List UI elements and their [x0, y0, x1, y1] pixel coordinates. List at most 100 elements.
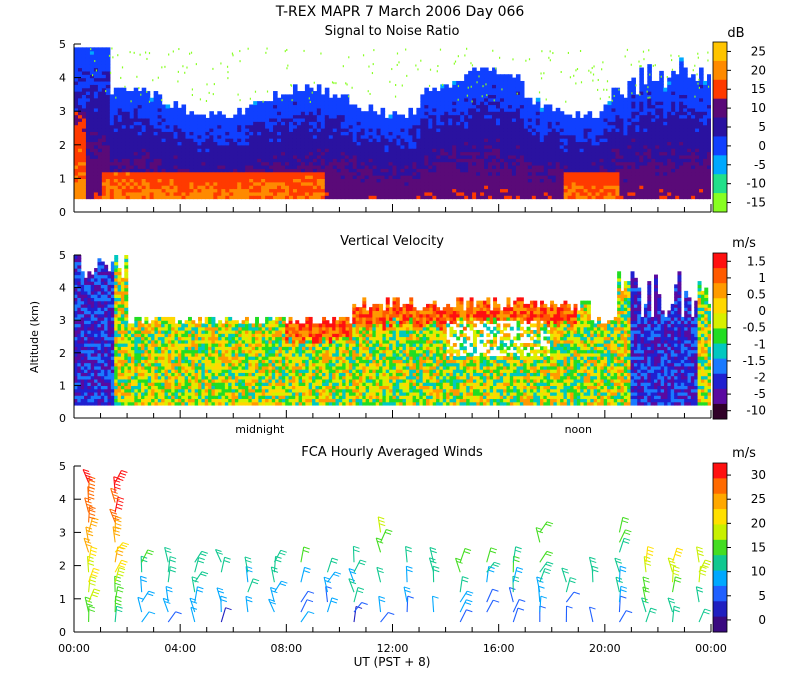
snr-cell	[348, 181, 354, 186]
snr-cell	[440, 144, 445, 149]
snr-cell	[428, 114, 433, 119]
snr-cell	[340, 117, 346, 122]
snr-cell	[340, 114, 346, 119]
snr-cell	[444, 138, 449, 143]
snr-cell	[165, 138, 171, 143]
snr-cell	[444, 178, 449, 183]
snr-cell	[635, 178, 640, 183]
snr-cell	[488, 97, 493, 102]
snr-cell	[472, 195, 477, 200]
snr-cell	[679, 70, 684, 75]
snr-cell	[129, 97, 135, 102]
snr-cell	[157, 161, 163, 166]
snr-cell	[488, 121, 493, 126]
snr-cell	[245, 131, 250, 136]
snr-cell	[348, 104, 354, 109]
snr-cell	[595, 171, 601, 176]
snr-cell	[551, 181, 557, 186]
snr-cell	[109, 97, 115, 102]
snr-cell	[519, 175, 525, 179]
snr-cell	[488, 80, 493, 85]
snr-cell	[229, 138, 234, 143]
snr-cell	[555, 131, 561, 136]
snr-cell	[340, 168, 346, 173]
snr-cell	[635, 138, 640, 143]
snr-cell	[603, 154, 609, 159]
snr-cell	[153, 151, 159, 156]
snr-cell	[611, 191, 617, 196]
snr-cell	[515, 148, 521, 153]
snr-cell	[691, 91, 696, 95]
snr-cell	[464, 154, 469, 159]
snr-cell	[480, 141, 485, 146]
snr-cell	[93, 161, 99, 166]
snr-cell	[137, 101, 143, 106]
snr-cell	[257, 124, 262, 129]
snr-cell	[496, 121, 501, 126]
snr-cell	[261, 168, 266, 173]
snr-cell	[241, 117, 246, 122]
snr-cell	[249, 107, 254, 112]
snr-cell	[464, 175, 469, 179]
snr-cell	[205, 131, 210, 136]
snr-cell	[245, 178, 250, 183]
snr-cell	[153, 144, 159, 149]
snr-cell	[611, 138, 617, 143]
snr-cell	[157, 148, 163, 153]
snr-cell	[619, 171, 625, 176]
snr-cell	[205, 134, 210, 139]
snr-cell	[304, 185, 310, 190]
snr-cell	[476, 195, 481, 200]
snr-cell	[691, 74, 696, 79]
snr-cell	[655, 138, 660, 143]
snr-cell	[177, 151, 183, 156]
snr-cell	[488, 74, 493, 79]
snr-cell	[563, 175, 569, 179]
snr-cell	[535, 185, 541, 190]
snr-cell	[643, 148, 648, 153]
snr-cell	[157, 185, 163, 190]
snr-cell	[213, 148, 218, 153]
snr-cell	[452, 195, 457, 200]
snr-cell	[627, 195, 632, 200]
snr-cell	[535, 168, 541, 173]
snr-cell	[285, 94, 290, 99]
snr-cell	[663, 117, 668, 122]
snr-cell	[559, 188, 565, 193]
snr-cell	[496, 141, 501, 146]
snr-cell	[559, 134, 565, 139]
snr-cell	[567, 124, 573, 129]
snr-cell	[101, 171, 107, 176]
snr-cell	[308, 101, 314, 106]
snr-cell	[392, 111, 398, 116]
snr-cell	[567, 181, 573, 186]
snr-cell	[316, 84, 322, 89]
snr-cell	[137, 195, 143, 200]
snr-cell	[177, 131, 183, 136]
snr-cell	[213, 128, 218, 132]
snr-cell	[448, 87, 453, 92]
snr-cell	[639, 131, 644, 136]
snr-cell	[273, 144, 278, 149]
snr-cell	[93, 195, 99, 200]
snr-cell	[360, 161, 366, 166]
snr-cell	[221, 171, 226, 176]
snr-cell	[416, 195, 421, 200]
snr-cell	[81, 70, 87, 75]
snr-cell	[77, 144, 83, 149]
snr-cell	[296, 144, 302, 149]
snr-cell	[563, 161, 569, 166]
snr-cell	[507, 117, 513, 122]
snr-cell	[695, 141, 700, 146]
snr-cell	[615, 87, 621, 92]
snr-cell	[332, 107, 338, 112]
snr-cell	[157, 128, 163, 132]
snr-cell	[249, 141, 254, 146]
snr-cell	[404, 148, 410, 153]
snr-cell	[531, 164, 537, 169]
snr-cell	[412, 141, 417, 146]
snr-cell	[699, 70, 704, 75]
snr-cell	[531, 114, 537, 119]
snr-cell	[543, 181, 549, 186]
snr-cell	[201, 181, 206, 186]
